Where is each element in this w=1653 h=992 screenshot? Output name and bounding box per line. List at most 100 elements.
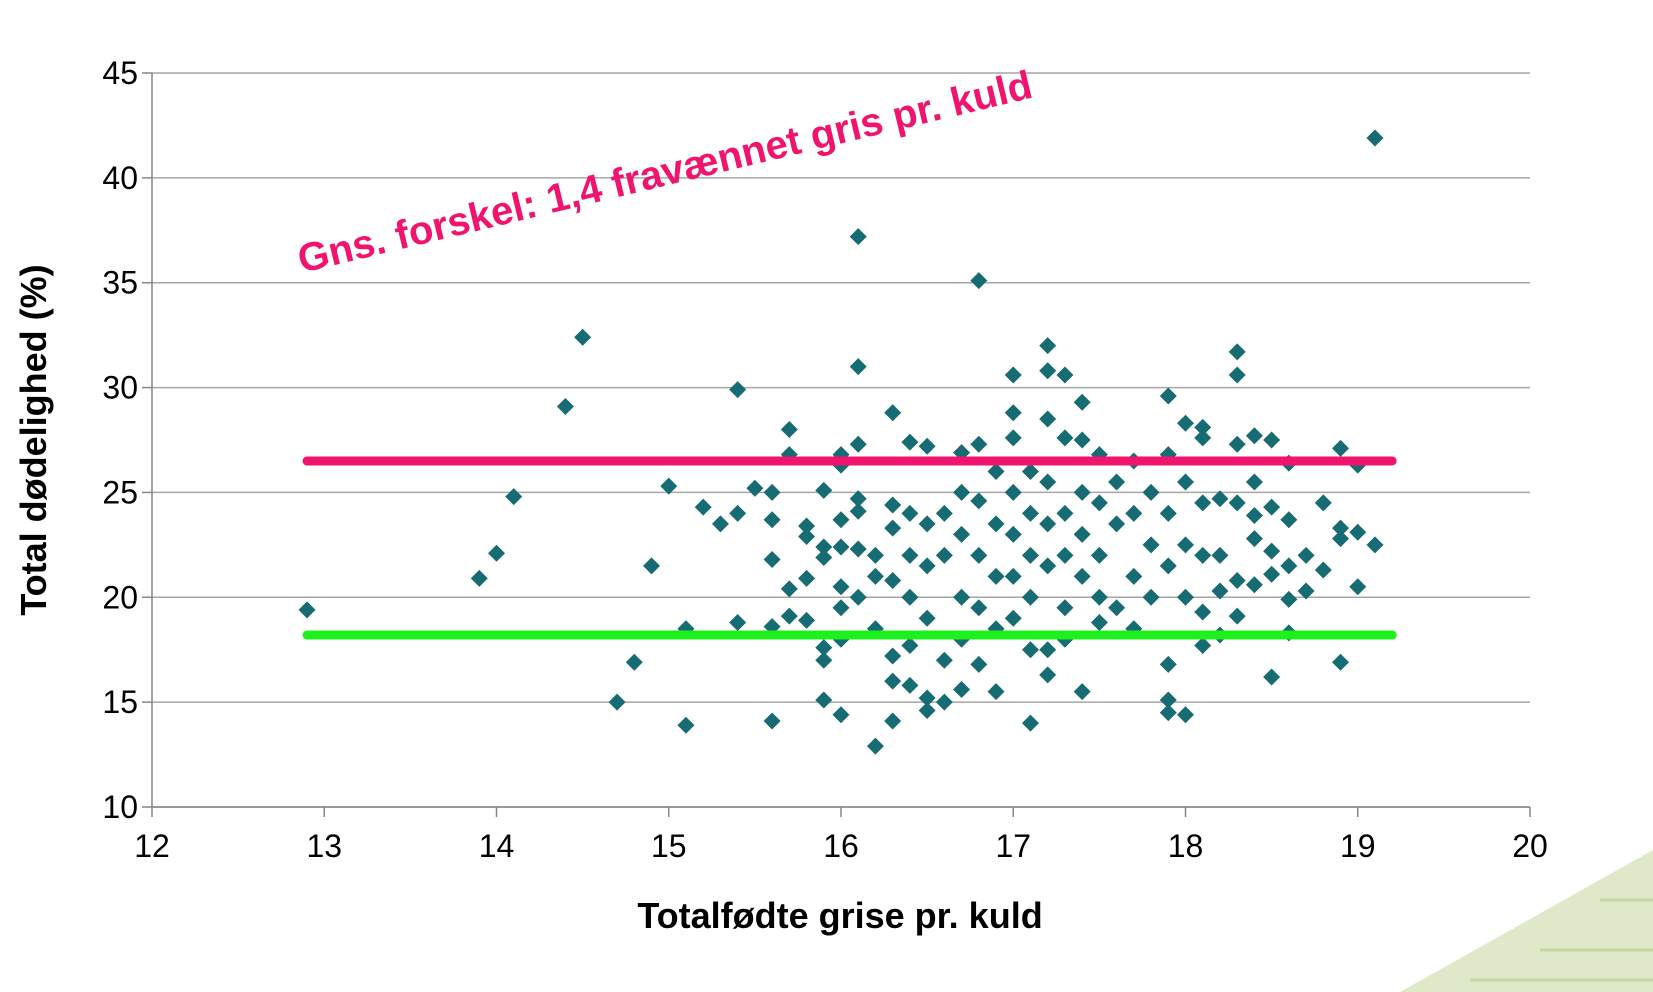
point [729, 504, 747, 522]
point [953, 588, 971, 606]
point [1280, 590, 1298, 608]
point [1004, 609, 1022, 627]
point [1004, 366, 1022, 384]
point [1263, 542, 1281, 560]
point [1108, 473, 1126, 491]
point [1332, 519, 1350, 537]
point [608, 693, 626, 711]
point [1073, 483, 1091, 501]
point [1263, 431, 1281, 449]
point [1177, 414, 1194, 432]
point [763, 712, 781, 730]
point [798, 517, 816, 535]
point [901, 433, 919, 451]
x-tick-label: 14 [479, 828, 515, 864]
x-tick-label: 12 [134, 828, 170, 864]
point [970, 435, 988, 453]
point [488, 544, 505, 562]
point [1039, 337, 1057, 355]
y-tick-label: 10 [102, 789, 138, 825]
point [1314, 561, 1332, 579]
point [1228, 366, 1246, 384]
point [643, 557, 661, 575]
point [1090, 613, 1108, 631]
point [866, 737, 884, 755]
point [815, 481, 833, 499]
point [729, 381, 747, 399]
point [935, 546, 953, 564]
point [970, 599, 988, 617]
point [1177, 473, 1194, 491]
point [574, 328, 592, 346]
point [901, 676, 919, 694]
marks [298, 129, 1397, 755]
point [918, 609, 936, 627]
point [1194, 546, 1212, 564]
point [763, 551, 781, 569]
point [1021, 714, 1039, 732]
point [1021, 546, 1039, 564]
point [798, 527, 816, 545]
y-tick-label: 45 [102, 55, 138, 91]
point [935, 504, 953, 522]
point [1090, 546, 1108, 564]
point [970, 655, 988, 673]
point [1125, 504, 1143, 522]
point [1021, 641, 1039, 659]
point [901, 637, 919, 655]
point [1194, 429, 1212, 447]
point [815, 538, 833, 556]
point [1056, 366, 1074, 384]
point [1090, 494, 1108, 512]
point [780, 580, 798, 598]
point [849, 435, 867, 453]
point [1159, 504, 1177, 522]
point [884, 572, 902, 590]
point [1039, 473, 1057, 491]
point [1073, 683, 1091, 701]
point [1228, 343, 1246, 361]
point [1366, 536, 1384, 554]
point [901, 504, 919, 522]
point [1314, 494, 1332, 512]
y-tick-label: 20 [102, 579, 138, 615]
point [798, 611, 816, 629]
point [970, 492, 988, 510]
point [1332, 439, 1350, 457]
point [884, 519, 902, 537]
point [918, 689, 936, 707]
point [1073, 431, 1091, 449]
point [1039, 410, 1057, 428]
point [1194, 494, 1212, 512]
point [866, 567, 884, 585]
point [832, 706, 850, 724]
point [746, 479, 764, 497]
point [1245, 530, 1263, 548]
point [505, 488, 523, 506]
point [1280, 511, 1298, 529]
y-tick-label: 40 [102, 160, 138, 196]
point [1211, 490, 1229, 508]
point [1004, 525, 1022, 543]
annotation: Gns. forskel: 1,4 fravænnet gris pr. kul… [293, 63, 1036, 282]
point [935, 693, 953, 711]
point [1297, 546, 1315, 564]
point [1039, 515, 1057, 533]
point [780, 421, 798, 439]
point [884, 496, 902, 514]
point [918, 557, 936, 575]
point [1142, 536, 1160, 554]
point [1004, 429, 1022, 447]
point [298, 601, 316, 619]
point [1194, 418, 1212, 436]
x-tick-label: 18 [1168, 828, 1204, 864]
point [1245, 427, 1263, 445]
point [953, 525, 971, 543]
point [1108, 599, 1126, 617]
point [849, 540, 867, 558]
corner-decoration [1400, 850, 1653, 992]
point [1280, 557, 1298, 575]
point [866, 546, 884, 564]
point [1332, 530, 1350, 548]
